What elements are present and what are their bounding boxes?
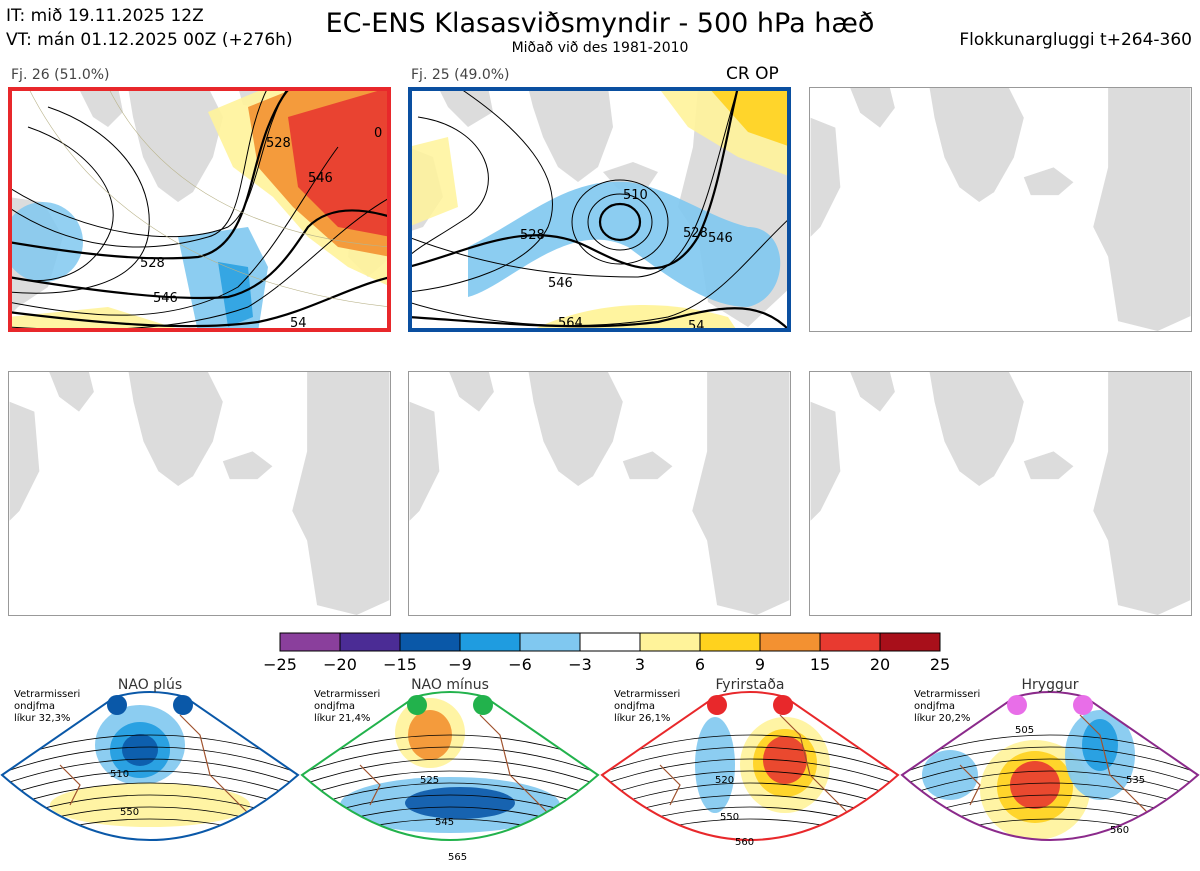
regime-contour-label: 510 xyxy=(110,769,129,780)
regime-dot xyxy=(1007,695,1027,715)
colorbar xyxy=(279,632,941,652)
cluster-map-2: 510 528 546 564 528 546 54 xyxy=(408,87,791,332)
contour-label: 528 xyxy=(683,226,708,241)
colorbar-label: 15 xyxy=(809,655,831,674)
regime-title: NAO mínus xyxy=(411,677,489,693)
contour-label: 528 xyxy=(266,136,291,151)
regime-note: Vetrarmisseri ondjfma líkur 21,4% xyxy=(314,689,381,724)
colorbar-label: 9 xyxy=(754,655,766,674)
cluster-map-1: 528 546 528 546 54 0 xyxy=(8,87,391,332)
classification-window: Flokkunargluggi t+264-360 xyxy=(959,30,1192,50)
regime-panel: 520 550 560 Fyrirstaða Vetrarmisseri ondjfma l… xyxy=(600,675,900,871)
regime-dot xyxy=(173,695,193,715)
contour-label: 546 xyxy=(153,291,178,306)
regime-note: Vetrarmisseri ondjfma líkur 32,3% xyxy=(14,689,81,724)
contour-label: 510 xyxy=(623,188,648,203)
colorbar-swatch xyxy=(639,632,701,652)
contour-label: 546 xyxy=(548,276,573,291)
colorbar-swatch xyxy=(879,632,941,652)
cr-op-marker: CR OP xyxy=(726,64,779,84)
regime-contour-label: 535 xyxy=(1126,775,1145,786)
contour-label: 564 xyxy=(558,316,583,331)
regime-contour-label: 505 xyxy=(1015,725,1034,736)
regime-contour-label: 525 xyxy=(420,775,439,786)
cluster-1-label: Fj. 26 (51.0%) xyxy=(11,67,110,83)
regime-contour-label: 550 xyxy=(120,807,139,818)
colorbar-label: 25 xyxy=(929,655,951,674)
colorbar-swatch xyxy=(759,632,821,652)
colorbar-swatch xyxy=(399,632,461,652)
colorbar-swatch xyxy=(699,632,761,652)
regime-contour-label: 560 xyxy=(735,837,754,848)
regime-contour-label: 545 xyxy=(435,817,454,828)
regime-contour-label: 520 xyxy=(715,775,734,786)
regime-title: Hryggur xyxy=(1021,677,1079,693)
regime-title: NAO plús xyxy=(117,677,183,693)
regime-panel: 510 550 NAO plús Vetrarmisseri ondjfma líkur … xyxy=(0,675,300,871)
cluster-border xyxy=(408,87,791,332)
contour-label: 528 xyxy=(140,256,165,271)
initial-time: IT: mið 19.11.2025 12Z xyxy=(6,6,204,26)
regime-dot xyxy=(107,695,127,715)
cluster-2-label: Fj. 25 (49.0%) xyxy=(411,67,510,83)
contour-label: 528 xyxy=(520,228,545,243)
empty-map-4 xyxy=(8,371,391,616)
colorbar-label: −3 xyxy=(568,655,592,674)
regime-title: Fyrirstaða xyxy=(715,677,785,693)
colorbar-label: 20 xyxy=(869,655,891,674)
regime-contour-label: 550 xyxy=(720,812,739,823)
regime-dot xyxy=(773,695,793,715)
colorbar-swatch xyxy=(579,632,641,652)
regime-contour-label: 560 xyxy=(1110,825,1129,836)
empty-map-3 xyxy=(809,87,1192,332)
contour-label: 546 xyxy=(708,231,733,246)
cluster-border xyxy=(8,87,391,332)
page-subtitle: Miðað við des 1981-2010 xyxy=(511,40,689,56)
regime-panel: 505 535 560 Hryggur Vetrarmisseri ondjfma líku… xyxy=(900,675,1200,871)
regime-note: Vetrarmisseri ondjfma líkur 20,2% xyxy=(914,689,981,724)
empty-map-6 xyxy=(809,371,1192,616)
regime-dot xyxy=(473,695,493,715)
contour-label: 54 xyxy=(290,316,307,331)
regime-dot xyxy=(1073,695,1093,715)
regime-note: Vetrarmisseri ondjfma líkur 26,1% xyxy=(614,689,681,724)
colorbar-swatch xyxy=(339,632,401,652)
colorbar-swatch xyxy=(819,632,881,652)
colorbar-label: −9 xyxy=(448,655,472,674)
colorbar-label: 3 xyxy=(634,655,646,674)
colorbar-label: −25 xyxy=(263,655,297,674)
empty-map-5 xyxy=(408,371,791,616)
colorbar-swatch xyxy=(459,632,521,652)
contour-label: 0 xyxy=(374,126,382,141)
page-title: EC-ENS Klasasviðsmyndir - 500 hPa hæð xyxy=(325,8,875,39)
colorbar-label: 6 xyxy=(694,655,706,674)
colorbar-label: −15 xyxy=(383,655,417,674)
colorbar-swatch xyxy=(279,632,341,652)
regime-dot xyxy=(707,695,727,715)
colorbar-label: −6 xyxy=(508,655,532,674)
regime-contour-label: 565 xyxy=(448,852,467,863)
contour-label: 546 xyxy=(308,171,333,186)
colorbar-label: −20 xyxy=(323,655,357,674)
regime-dot xyxy=(407,695,427,715)
valid-time: VT: mán 01.12.2025 00Z (+276h) xyxy=(6,30,293,50)
regime-panel: 525 545 565 NAO mínus Vetrarmisseri ondjfma lí… xyxy=(300,675,600,871)
colorbar-swatch xyxy=(519,632,581,652)
